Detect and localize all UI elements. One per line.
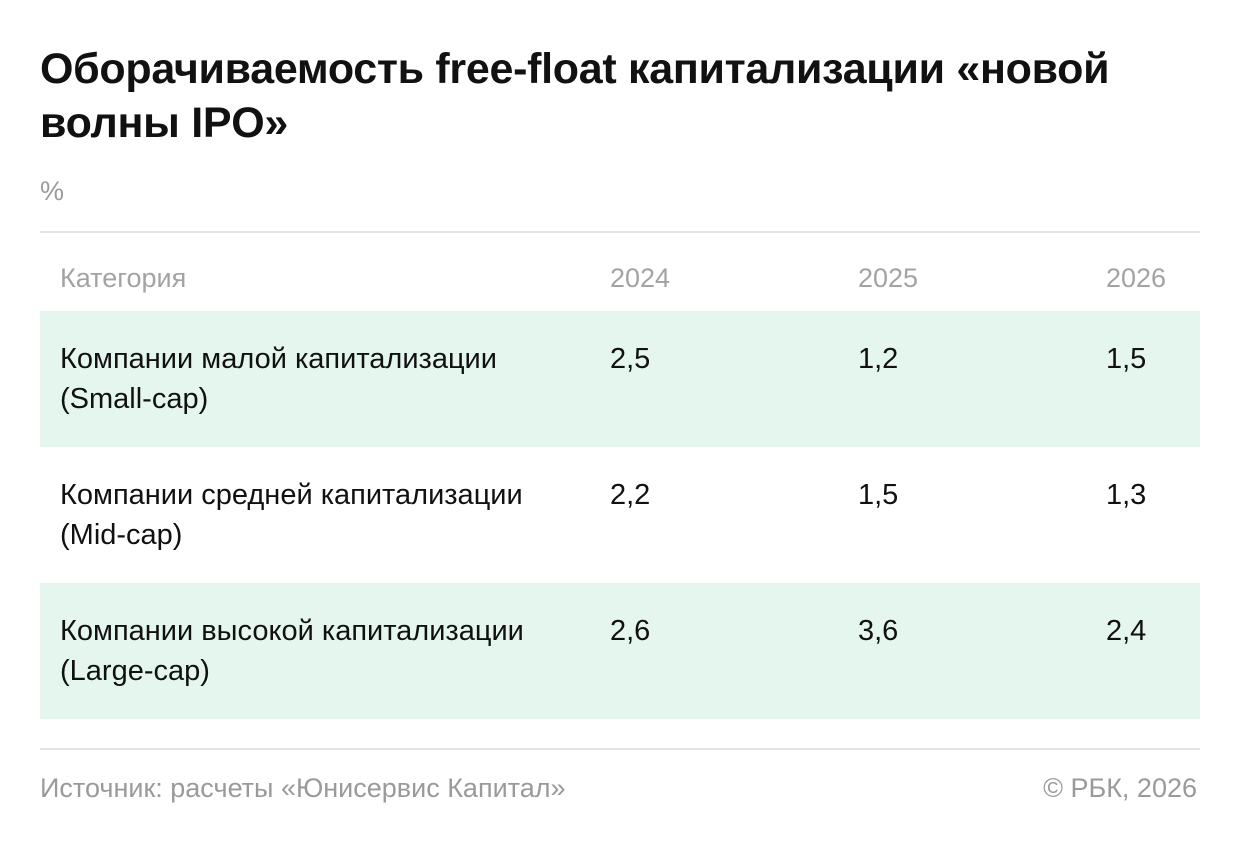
row-value-2024: 2,2 [610,479,651,511]
row-value-2026: 1,3 [1106,479,1147,511]
row-value-2024: 2,5 [610,343,651,375]
row-value-2025: 1,2 [858,343,899,375]
row-category: Компании малой капитализации (Small-cap) [60,343,497,415]
header-2025: 2025 [858,263,919,293]
table-header: Категория 2024 2025 2026 [40,233,1200,311]
table-row: Компании средней капитализации (Mid-cap)… [40,447,1200,583]
row-value-2026: 1,5 [1106,343,1147,375]
page-title: Оборачиваемость free-float капитализации… [40,45,1110,147]
row-value-2026: 2,4 [1106,615,1147,647]
row-value-2024: 2,6 [610,615,651,647]
row-value-2025: 1,5 [858,479,899,511]
bottom-divider [40,748,1200,750]
top-divider [40,231,1200,233]
row-category: Компании высокой капитализации (Large-ca… [60,615,524,687]
header-2026: 2026 [1106,263,1167,293]
unit-label: % [40,176,65,206]
header-2024: 2024 [610,263,671,293]
header-category: Категория [60,263,187,293]
table-row: Компании высокой капитализации (Large-ca… [40,583,1200,719]
table-row: Компании малой капитализации (Small-cap)… [40,311,1200,447]
row-value-2025: 3,6 [858,615,899,647]
copyright-note: © РБК, 2026 [1043,773,1197,803]
data-table: Категория 2024 2025 2026 Компании малой … [40,233,1200,719]
source-note: Источник: расчеты «Юнисервис Капитал» [40,773,566,803]
row-category: Компании средней капитализации (Mid-cap) [60,479,523,551]
